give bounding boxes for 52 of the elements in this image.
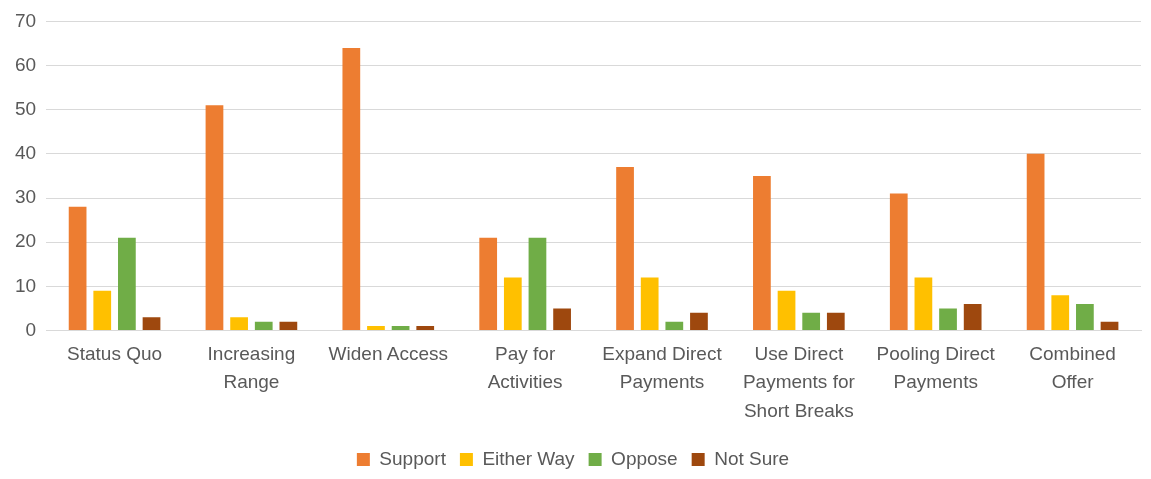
- x-tick-label: Use Direct Payments for Short Breaks: [742, 342, 856, 421]
- bar: [665, 321, 684, 330]
- y-tick-label: 60: [14, 53, 37, 75]
- bar: [939, 308, 957, 330]
- bar: [753, 175, 771, 330]
- legend-label: Oppose: [611, 447, 678, 469]
- bar: [93, 290, 112, 330]
- y-tick-label: 0: [25, 318, 37, 340]
- bar: [889, 193, 908, 330]
- bar: [826, 312, 845, 330]
- bar: [690, 312, 708, 330]
- bar: [616, 167, 634, 330]
- bar: [118, 237, 136, 330]
- legend-label: Not Sure: [714, 447, 790, 469]
- y-tick-label: 70: [14, 9, 37, 31]
- bar: [367, 326, 385, 330]
- bar: [1051, 295, 1070, 330]
- bar: [342, 47, 361, 330]
- legend-label: Either Way: [482, 447, 576, 469]
- bar: [68, 206, 87, 330]
- bar: [802, 312, 821, 330]
- bar: [254, 321, 273, 330]
- bar: [205, 105, 224, 330]
- bar: [503, 277, 522, 330]
- bar: [1100, 321, 1119, 330]
- bar: [279, 321, 298, 330]
- x-tick-label: Pay for Activities: [487, 342, 563, 393]
- bar: [479, 237, 498, 330]
- y-tick-label: 30: [14, 186, 37, 208]
- bar: [963, 304, 982, 330]
- y-tick-label: 20: [14, 230, 37, 252]
- bar: [528, 237, 547, 330]
- bar: [230, 317, 248, 330]
- bar: [1076, 304, 1094, 330]
- y-tick-label: 50: [14, 97, 37, 119]
- x-tick-label: Expand Direct Payments: [602, 342, 723, 393]
- x-tick-label: Widen Access: [328, 342, 448, 364]
- bar: [142, 317, 161, 330]
- x-tick-label: Pooling Direct Payments: [876, 342, 996, 393]
- bar: [553, 308, 571, 330]
- bar: [777, 290, 796, 330]
- bar: [640, 277, 659, 330]
- x-tick-label: Increasing Range: [207, 342, 296, 393]
- y-tick-label: 10: [14, 274, 37, 296]
- x-tick-label: Status Quo: [67, 342, 163, 364]
- x-tick-label: Combined Offer: [1029, 342, 1116, 393]
- bar: [416, 326, 435, 330]
- y-tick-label: 40: [14, 142, 37, 164]
- legend-label: Support: [379, 447, 447, 469]
- bar: [391, 326, 410, 330]
- bar: [914, 277, 933, 330]
- bar: [1026, 153, 1045, 330]
